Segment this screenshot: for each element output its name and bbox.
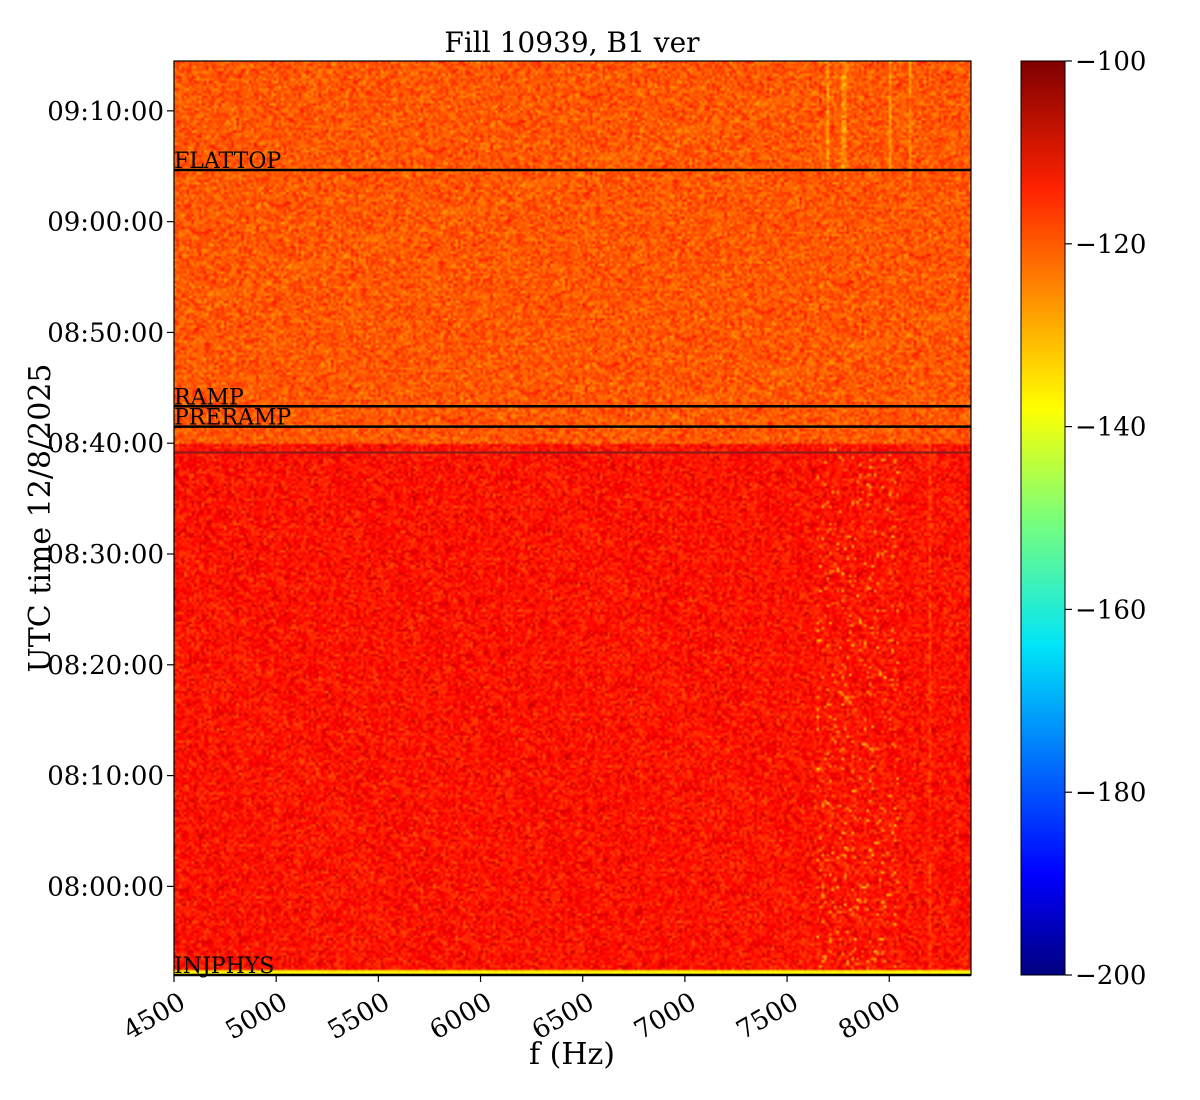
x-tick-label: 5000 <box>221 987 293 1046</box>
x-axis-label: f (Hz) <box>529 1037 615 1072</box>
y-axis: 08:00:00 08:10:00 08:20:00 08:30:00 08:40:00… <box>47 97 174 902</box>
x-tick-label: 7000 <box>629 987 701 1046</box>
x-tick-label: 8000 <box>834 987 906 1046</box>
event-label-flattop: FLATTOP <box>174 149 281 174</box>
x-tick-label: 6000 <box>425 987 497 1046</box>
x-tick-label: 4500 <box>118 987 190 1046</box>
chart-title: Fill 10939, B1 ver <box>444 26 700 59</box>
heatmap-image <box>174 61 971 975</box>
plot-frame <box>173 60 972 976</box>
x-tick-label: 5500 <box>323 987 395 1046</box>
colorbar-ticks: −100 −120 −140 −160 −180 −200 <box>1065 47 1146 991</box>
colorbar <box>1020 60 1066 976</box>
y-tick-label: 08:10:00 <box>47 762 164 792</box>
y-axis-label: UTC time 12/8/2025 <box>23 364 58 673</box>
y-tick-label: 08:30:00 <box>47 540 164 570</box>
colorbar-tick-label: −100 <box>1075 47 1146 77</box>
colorbar-tick-label: −200 <box>1075 961 1146 991</box>
colorbar-tick-label: −180 <box>1075 778 1146 808</box>
colorbar-tick-label: −140 <box>1075 413 1146 443</box>
colorbar-tick-label: −120 <box>1075 230 1146 260</box>
y-tick-label: 08:40:00 <box>47 429 164 459</box>
event-label-preramp: PRERAMP <box>174 406 291 431</box>
y-tick-label: 08:00:00 <box>47 872 164 902</box>
x-tick-label: 7500 <box>731 987 803 1046</box>
plot-area <box>174 61 971 975</box>
y-tick-label: 09:00:00 <box>47 208 164 238</box>
y-tick-label: 09:10:00 <box>47 97 164 127</box>
x-axis: 4500 5000 5500 6000 6500 7000 7500 8000 <box>118 975 906 1046</box>
colorbar-tick-label: −160 <box>1075 595 1146 625</box>
event-label-ramp: RAMP <box>174 385 244 410</box>
y-tick-label: 08:20:00 <box>47 651 164 681</box>
y-tick-label: 08:50:00 <box>47 318 164 348</box>
